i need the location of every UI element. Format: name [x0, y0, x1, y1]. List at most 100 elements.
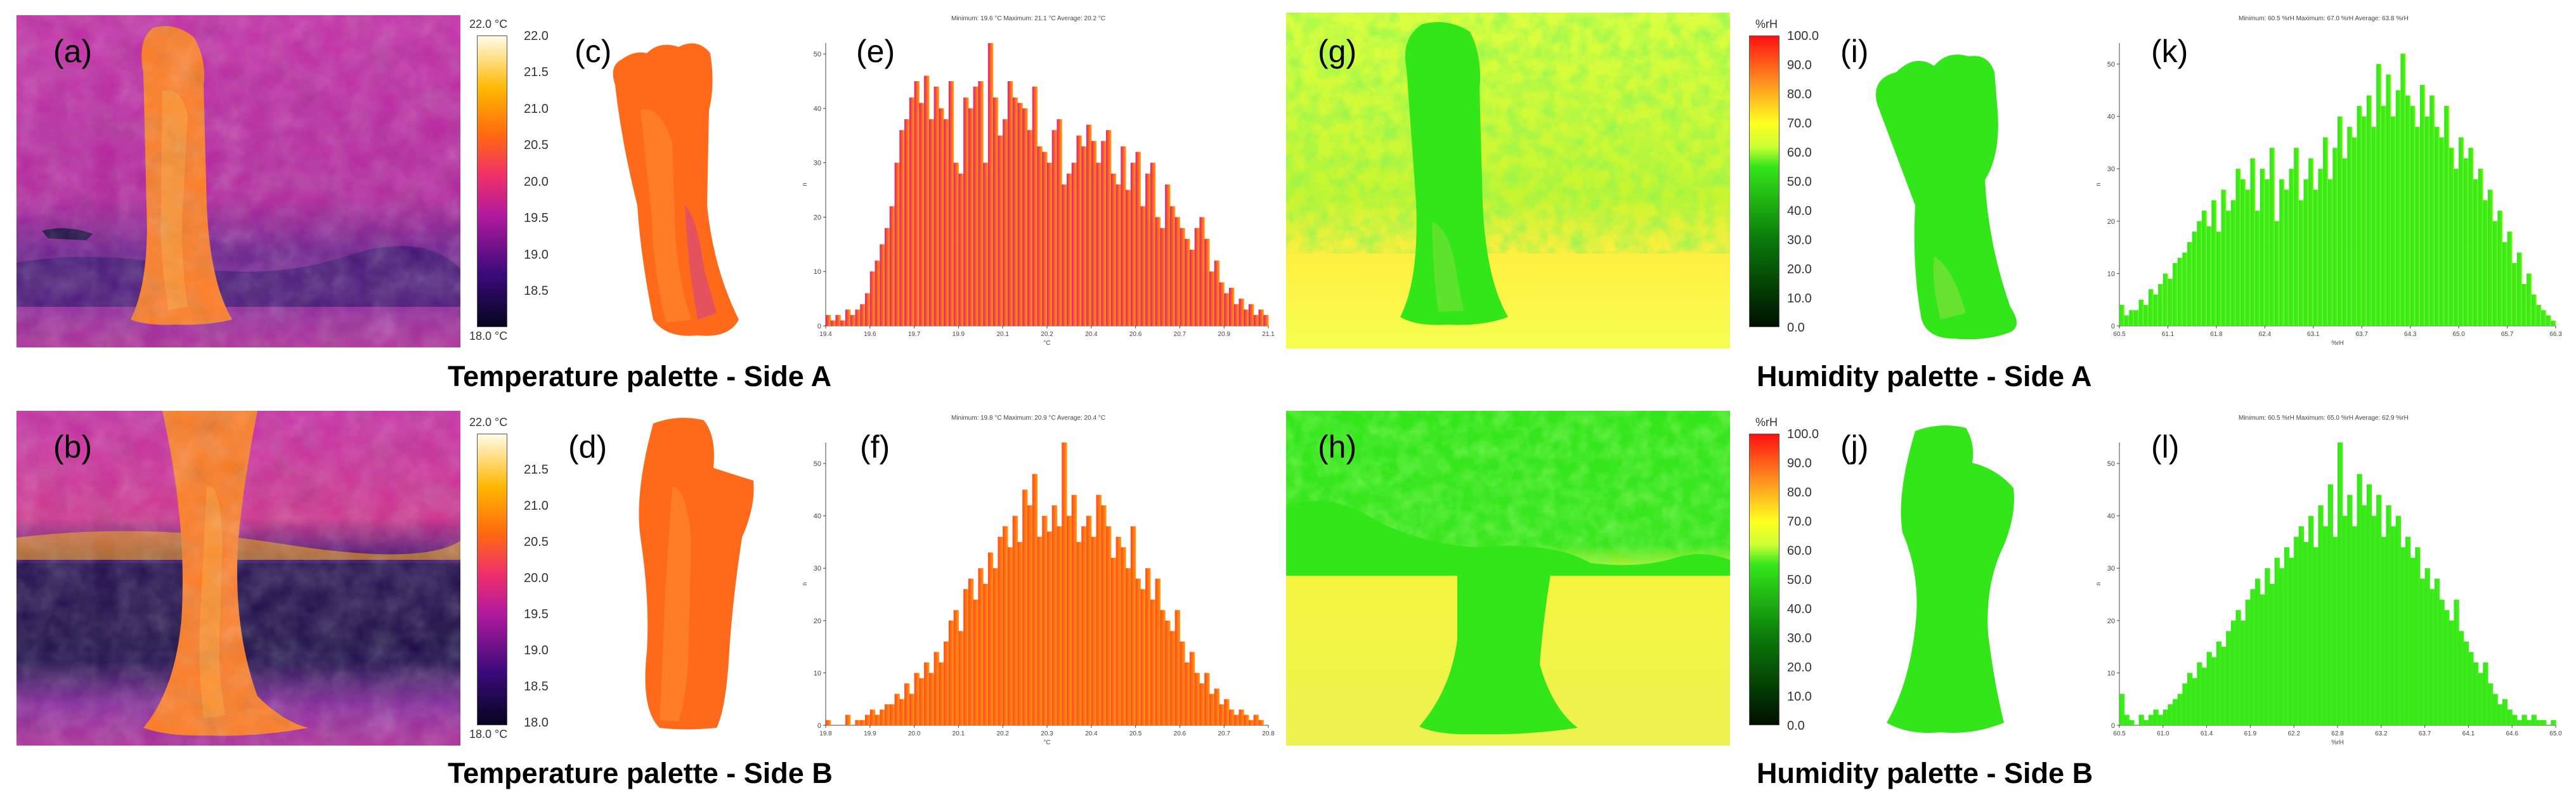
histogram-bar [1155, 578, 1161, 725]
histogram-bar [1224, 699, 1230, 725]
histogram-bar [2250, 589, 2256, 725]
hum-scale-b-tick: 40.0 [1787, 602, 1812, 616]
histogram-bar [1209, 271, 1215, 326]
histogram-bar [948, 620, 954, 725]
histogram-bar [1071, 495, 1077, 725]
histogram-e-title: Minimum: 19.6 °C Maximum: 21.1 °C Averag… [951, 15, 1106, 22]
x-tick-label: 19.6 [864, 331, 876, 338]
x-axis-label: %rH [2331, 739, 2343, 746]
histogram-bar [1169, 631, 1176, 725]
x-tick-label: 20.7 [1218, 730, 1230, 737]
histogram-bar [845, 309, 851, 326]
histogram-bar [1106, 130, 1112, 327]
histogram-k: 0 10 20 30 40 50 60.5 61.1 61.8 62.4 63.1 63.7 64.3 6… [2095, 43, 2562, 347]
temp-scale-a-tick: 21.5 [524, 65, 549, 79]
histogram-bar [1150, 162, 1156, 326]
histogram-bar [1003, 119, 1008, 326]
histogram-bar [1239, 299, 1244, 326]
hum-scale-a-tick: 60.0 [1787, 146, 1812, 160]
histogram-bar [2371, 515, 2377, 725]
histogram-bar [2415, 127, 2421, 326]
histogram-bar [939, 108, 944, 327]
histogram-bar [2536, 720, 2542, 725]
hum-scale-a-tick: 40.0 [1787, 204, 1812, 218]
histogram-bar [978, 81, 984, 326]
histogram-bar [987, 43, 994, 326]
histogram-bar [2303, 179, 2309, 326]
histogram-bar [1140, 206, 1146, 326]
panel-label-g: (g) [1318, 34, 1357, 69]
histogram-bar [2168, 704, 2173, 725]
x-tick-label: 63.7 [2419, 730, 2431, 737]
histogram-bar [1062, 443, 1067, 725]
histogram-bar [2274, 557, 2280, 725]
histogram-bar [2201, 210, 2208, 326]
x-tick-label: 64.3 [2404, 331, 2417, 338]
histogram-bar [2536, 304, 2542, 326]
panel-label-e: (e) [856, 34, 895, 69]
histogram-bar [2410, 557, 2416, 725]
histogram-bar [1189, 249, 1195, 326]
histogram-bar [1032, 474, 1038, 725]
histogram-bar [2323, 526, 2329, 725]
histogram-bar [2487, 190, 2494, 326]
histogram-bar [1003, 526, 1008, 725]
x-tick-label: 20.2 [996, 730, 1009, 737]
histogram-bar [1189, 652, 1195, 725]
histogram-bar [1081, 526, 1087, 725]
histogram-bar [1051, 505, 1058, 725]
histogram-bar [1150, 599, 1156, 725]
histogram-bar [1047, 531, 1053, 725]
histogram-bar [1096, 495, 1102, 725]
histogram-bar [869, 709, 876, 725]
histogram-f: 0 10 20 30 40 50 19.8 19.9 20.0 20.1 20.2 20.3 20.4 2… [802, 443, 1275, 746]
histogram-bar [2138, 715, 2144, 725]
histogram-bar [2289, 169, 2294, 326]
histogram-bar [2410, 106, 2416, 327]
histogram-bar [2250, 158, 2256, 326]
histogram-bar [2497, 704, 2503, 725]
x-tick-label: 20.7 [1174, 331, 1187, 338]
y-tick-label: 30 [2107, 165, 2115, 173]
hum-scale-b-tick: 70.0 [1787, 515, 1812, 529]
histogram-bar [826, 314, 831, 326]
histogram-bar [968, 108, 974, 327]
histogram-bar [2245, 599, 2251, 725]
hum-scale-a-tick: 90.0 [1787, 58, 1812, 72]
histogram-bar [919, 678, 925, 725]
histogram-bar [1214, 689, 1220, 725]
histogram-l-title: Minimum: 60.5 %rH Maximum: 65.0 %rH Aver… [2239, 415, 2409, 422]
panel-label-k: (k) [2151, 34, 2189, 69]
histogram-bar [2206, 226, 2212, 326]
histogram-bar [2376, 495, 2382, 725]
temp-scale-a-tick: 19.5 [524, 211, 549, 225]
histogram-bar [2454, 599, 2459, 725]
histogram-bar [2201, 668, 2208, 725]
histogram-bar [2521, 715, 2527, 725]
histogram-bar [1047, 162, 1053, 326]
temp-scale-b-bottom: 18.0 °C [469, 728, 508, 741]
hum-scale-a-tick: 100.0 [1787, 29, 1819, 43]
y-tick-label: 40 [2107, 513, 2115, 521]
histogram-bar [1204, 238, 1210, 326]
panel-label-h: (h) [1318, 429, 1357, 465]
y-tick-label: 20 [2107, 618, 2115, 625]
histogram-bar [2327, 484, 2333, 725]
histogram-bar [924, 662, 930, 725]
histogram-bar [885, 228, 890, 326]
histogram-bar [2546, 315, 2551, 326]
histogram-bar [1086, 515, 1092, 725]
histogram-bar [2173, 262, 2178, 326]
x-tick-label: 62.4 [2259, 331, 2272, 338]
histogram-bar [1199, 683, 1205, 725]
histogram-bar [2230, 200, 2237, 326]
histogram-bar [2332, 148, 2338, 326]
histogram-bar [1106, 526, 1112, 725]
histogram-bar [1248, 720, 1254, 725]
hum-scale-b-tick: 0.0 [1787, 719, 1805, 733]
histogram-bar [944, 641, 949, 725]
histogram-bar [1145, 568, 1151, 725]
temp-scale-b-tick: 19.0 [524, 644, 549, 657]
histogram-bar [2400, 53, 2406, 326]
y-tick-label: 0 [817, 722, 821, 730]
